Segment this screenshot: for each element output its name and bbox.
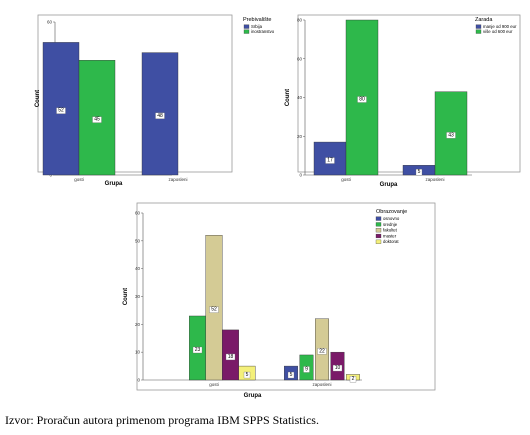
y-axis-label: Count: [285, 89, 291, 106]
data-label: 10: [335, 365, 341, 371]
y-tick-label: 20: [297, 134, 303, 139]
legend-swatch: [375, 239, 382, 244]
data-label-box: [332, 364, 343, 372]
legend-title: Prebivalište: [243, 17, 271, 23]
x-tick-label: gosti: [209, 382, 219, 387]
data-label: 5: [246, 372, 249, 378]
data-label-box: [287, 371, 295, 379]
data-label: 9: [305, 366, 308, 372]
y-tick-label: 40: [135, 266, 141, 271]
x-tick-label: zaposleni: [312, 382, 331, 387]
y-tick-label: 80: [297, 18, 303, 23]
data-label: 22: [319, 348, 325, 354]
legend-item: master: [383, 233, 397, 238]
chart-1: 0102030405060Count5245gosti48zaposleniGr…: [35, 14, 275, 187]
data-label-box: [415, 169, 423, 176]
y-tick-label: 30: [135, 294, 141, 299]
x-tick-label: gosti: [341, 177, 351, 182]
chart-3: 0 10 20 30 40 50 60 Count 23 52 18 5 gosti 5 9 22 10 2 zap…: [123, 202, 436, 399]
chart-frame: [136, 202, 436, 391]
data-label: 23: [195, 347, 201, 353]
legend-swatch: [475, 29, 482, 34]
x-tick-label: gosti: [74, 177, 84, 182]
data-label-box: [92, 116, 102, 123]
y-tick-label: 20: [135, 322, 141, 327]
data-label-box: [317, 348, 327, 355]
data-label-box: [243, 371, 251, 379]
legend-item: manje od 900 eur: [483, 24, 517, 29]
data-label: 52: [211, 307, 217, 313]
source-caption: Izvor: Proračun autora primenom programa…: [5, 413, 319, 427]
x-axis-label: Grupa: [380, 182, 398, 188]
data-label: 18: [228, 354, 234, 360]
y-tick-label: 50: [135, 238, 141, 243]
legend-item: srednje: [383, 222, 398, 227]
y-tick-label: 40: [297, 95, 303, 100]
data-label: 52: [58, 108, 64, 114]
data-label: 43: [448, 132, 454, 138]
y-axis-label: Count: [35, 90, 41, 107]
legend-swatch: [475, 24, 482, 29]
legend-item: fakultet: [383, 228, 398, 233]
data-label-box: [349, 376, 357, 383]
legend-swatch: [243, 24, 250, 29]
data-label: 80: [359, 97, 365, 103]
data-label: 48: [157, 113, 163, 119]
legend-title: Obrazovanje: [376, 209, 407, 215]
legend-item: više od 600 eur: [483, 29, 513, 34]
x-tick-label: zaposleni: [425, 177, 444, 182]
legend-swatch: [375, 233, 382, 239]
data-label: 45: [94, 117, 100, 123]
legend-item: doktorat: [383, 239, 399, 244]
data-label: 17: [327, 158, 333, 164]
data-label-box: [325, 157, 335, 164]
y-tick-label: 60: [297, 56, 303, 61]
data-label-box: [446, 132, 456, 139]
y-tick-label: 10: [135, 350, 141, 355]
data-label-box: [56, 107, 66, 114]
data-label-box: [357, 96, 367, 103]
x-tick-label: zaposleni: [168, 177, 187, 182]
legend-swatch: [243, 29, 250, 34]
legend-item: inostranstvo: [251, 29, 275, 34]
legend-swatch: [375, 216, 382, 221]
data-label-box: [192, 346, 203, 354]
chart-2: 0 20 40 60 80 Count 17 80 gosti 5 43 zaposleni Grupa…: [285, 14, 521, 188]
legend-title: Zarada: [475, 17, 493, 23]
legend-swatch: [375, 222, 382, 227]
data-label: 2: [352, 376, 355, 382]
y-tick-label: 0: [137, 378, 140, 383]
data-label: 5: [418, 169, 421, 175]
y-tick-label: 60: [135, 211, 141, 216]
data-label-box: [155, 112, 165, 119]
legend-item: osnovno: [383, 216, 400, 221]
data-label-box: [225, 353, 236, 361]
data-label: 5: [290, 372, 293, 378]
x-axis-label: Grupa: [105, 181, 123, 187]
x-axis-label: Grupa: [244, 393, 262, 399]
legend-item: Srbija: [251, 24, 263, 29]
y-axis-label: Count: [123, 288, 129, 305]
data-label-box: [209, 306, 219, 313]
y-tick-label: 0: [299, 173, 302, 178]
data-label-box: [303, 366, 310, 373]
legend-swatch: [375, 228, 382, 233]
y-tick-label: 60: [47, 20, 53, 25]
